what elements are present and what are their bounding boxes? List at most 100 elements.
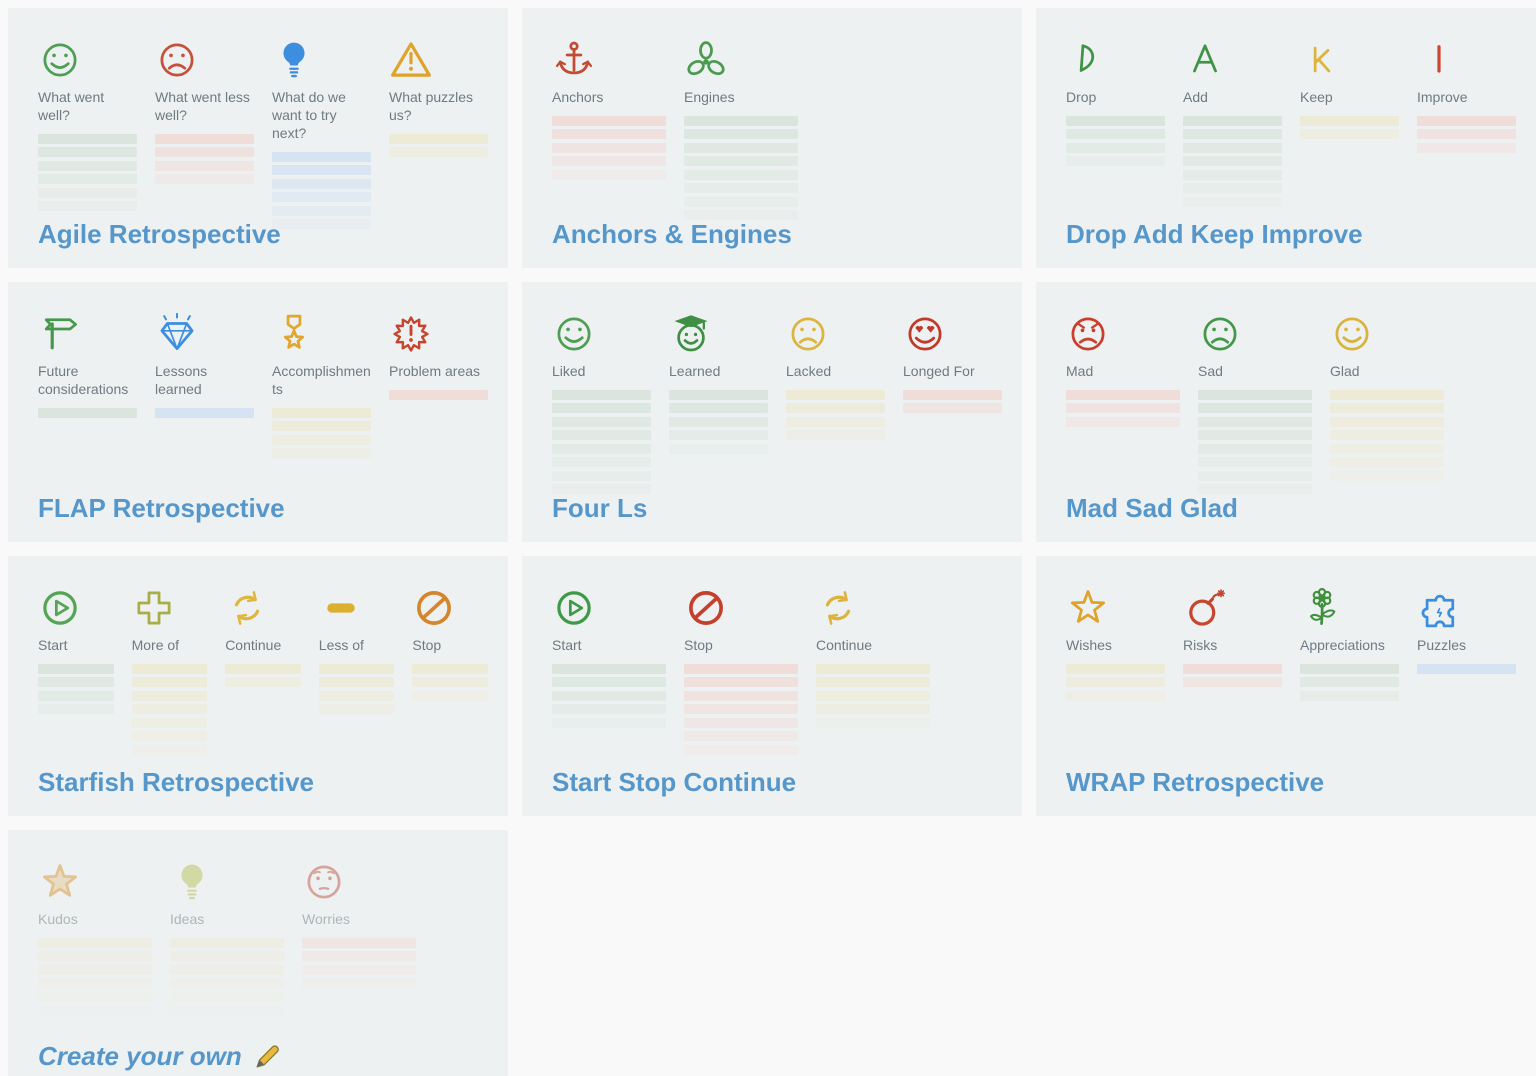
- note-line: [552, 416, 651, 427]
- note-line: [1183, 183, 1282, 194]
- note-line: [155, 147, 254, 158]
- template-column: Anchors: [552, 34, 666, 183]
- note-line: [272, 219, 371, 230]
- column-label: Puzzles: [1417, 637, 1467, 653]
- column-label: Risks: [1183, 637, 1218, 653]
- note-line: [389, 147, 488, 158]
- template-card-start-stop-continue[interactable]: Start Stop Continue Start Stop Continue: [522, 556, 1022, 816]
- column-label: Longed For: [903, 363, 975, 379]
- note-line: [1183, 677, 1282, 688]
- note-line: [1183, 663, 1282, 674]
- template-preview: Liked Learned Lacked Longed For: [552, 308, 1002, 498]
- template-column: Liked: [552, 308, 651, 498]
- column-label: Engines: [684, 89, 735, 105]
- column-label: Start: [552, 637, 582, 653]
- note-line: [684, 663, 798, 674]
- note-line: [684, 704, 798, 715]
- card-title: Drop Add Keep Improve: [1066, 219, 1363, 249]
- column-label: Anchors: [552, 89, 604, 105]
- template-card-create-your-own[interactable]: Kudos Ideas Worries Create your own: [8, 830, 508, 1076]
- template-column: Stop: [412, 582, 488, 704]
- note-line: [131, 717, 208, 728]
- note-line: [1198, 457, 1312, 468]
- note-line: [1417, 129, 1516, 140]
- note-line: [786, 403, 885, 414]
- note-line: [786, 389, 885, 400]
- template-column: Keep: [1300, 34, 1399, 143]
- note-line: [552, 470, 651, 481]
- column-label: Kudos: [38, 911, 78, 927]
- recycle-arrows-icon: [225, 582, 301, 630]
- template-column: Learned: [669, 308, 768, 457]
- template-column: More of: [131, 582, 208, 758]
- template-column: What went well?: [38, 34, 137, 215]
- column-label: Ideas: [170, 911, 205, 927]
- note-line: [816, 690, 930, 701]
- note-line: [170, 978, 284, 989]
- template-card-anchors-engines[interactable]: Anchors Engines Anchors & Engines: [522, 8, 1022, 268]
- note-line: [1198, 416, 1312, 427]
- note-line: [1330, 443, 1444, 454]
- kudos-star-icon: [38, 856, 152, 904]
- column-label: Continue: [225, 637, 282, 653]
- smiley-happy-icon: [552, 308, 651, 356]
- note-line: [272, 165, 371, 176]
- card-title: FLAP Retrospective: [38, 493, 285, 523]
- template-card-agile-retrospective[interactable]: What went well? What went less well? What …: [8, 8, 508, 268]
- note-line: [1300, 677, 1399, 688]
- template-preview: Start Stop Continue: [552, 582, 1002, 758]
- template-card-mad-sad-glad[interactable]: Mad Sad Glad Mad Sad Glad: [1036, 282, 1536, 542]
- template-card-wrap-retrospective[interactable]: Wishes Risks Appreciations Puzzles WRAP Retr…: [1036, 556, 1536, 816]
- column-label: Continue: [816, 637, 873, 653]
- no-entry-icon: [684, 582, 798, 630]
- template-column: Continue: [816, 582, 930, 731]
- note-line: [1330, 470, 1444, 481]
- note-line: [552, 690, 666, 701]
- note-line: [1198, 470, 1312, 481]
- note-line: [225, 663, 301, 674]
- note-line: [318, 690, 395, 701]
- column-label: What puzzles us?: [389, 89, 474, 123]
- note-line: [669, 403, 768, 414]
- note-line: [170, 937, 284, 948]
- note-line: [170, 1005, 284, 1016]
- template-column: Worries: [302, 856, 416, 992]
- note-line: [816, 704, 930, 715]
- note-line: [1330, 403, 1444, 414]
- template-card-starfish-retrospective[interactable]: Start More of Continue Less of Stop Starfish …: [8, 556, 508, 816]
- note-line: [552, 717, 666, 728]
- template-column: Start: [552, 582, 666, 731]
- note-line: [302, 964, 416, 975]
- note-line: [1300, 115, 1399, 126]
- note-line: [684, 717, 798, 728]
- template-card-four-ls[interactable]: Liked Learned Lacked Longed For Four Ls: [522, 282, 1022, 542]
- template-card-drop-add-keep-improve[interactable]: Drop Add Keep Improve Drop Add Keep Improve: [1036, 8, 1536, 268]
- note-line: [318, 704, 395, 715]
- note-line: [552, 403, 651, 414]
- column-label: Mad: [1066, 363, 1094, 379]
- note-line: [684, 690, 798, 701]
- note-line: [412, 690, 488, 701]
- note-line: [38, 704, 114, 715]
- note-line: [684, 731, 798, 742]
- column-label: Worries: [302, 911, 350, 927]
- note-line: [552, 663, 666, 674]
- note-line: [155, 174, 254, 185]
- note-line: [412, 677, 488, 688]
- flower-icon: [1300, 582, 1399, 630]
- note-line: [903, 403, 1002, 414]
- note-line: [552, 389, 651, 400]
- template-column: Stop: [684, 582, 798, 758]
- template-column: Improve: [1417, 34, 1516, 156]
- note-line: [38, 991, 152, 1002]
- note-line: [38, 407, 137, 418]
- template-card-flap-retrospective[interactable]: Future considerations Lessons learned Acco…: [8, 282, 508, 542]
- propeller-icon: [684, 34, 798, 82]
- template-column: Start: [38, 582, 114, 718]
- bomb-icon: [1183, 582, 1282, 630]
- note-line: [1330, 430, 1444, 441]
- note-line: [318, 663, 395, 674]
- note-line: [170, 951, 284, 962]
- note-line: [38, 978, 152, 989]
- column-label: Less of: [318, 637, 364, 653]
